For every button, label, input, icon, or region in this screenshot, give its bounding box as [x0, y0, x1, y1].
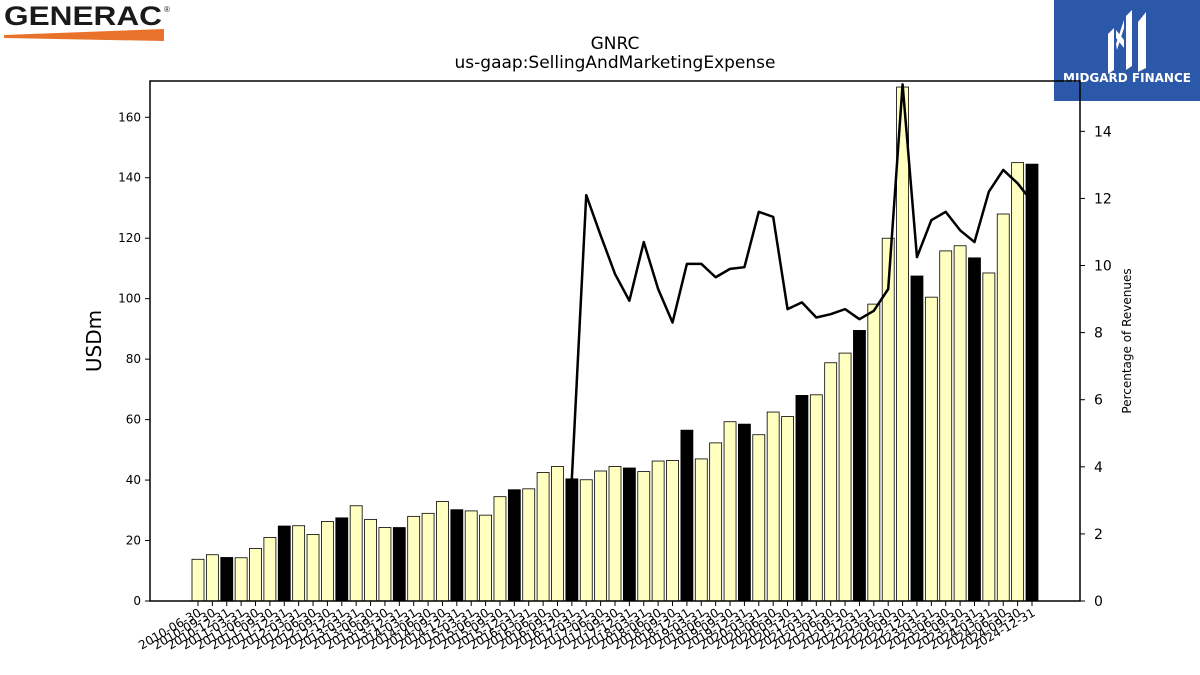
bar — [536, 472, 550, 602]
y2-tick-label: 10 — [1094, 259, 1112, 275]
bar — [1025, 163, 1039, 602]
x-ticks: 2010-06-302010-09-302010-12-312011-03-31… — [136, 601, 1038, 652]
bar — [479, 514, 492, 602]
bar — [680, 429, 694, 602]
bar — [507, 489, 521, 602]
bar — [853, 330, 866, 602]
bar — [249, 547, 262, 602]
bar — [421, 512, 435, 602]
plot-frame — [149, 80, 1081, 602]
bar — [335, 517, 349, 602]
bar — [809, 394, 823, 602]
y-tick-label: 40 — [126, 473, 141, 487]
series-line — [570, 83, 1033, 479]
bar — [838, 352, 852, 602]
bar — [622, 467, 636, 602]
y2-tick-label: 0 — [1094, 594, 1103, 610]
bars-group — [191, 86, 1039, 602]
bar — [939, 250, 953, 602]
generac-logo-text: GENERAC — [4, 1, 162, 31]
bar — [824, 362, 838, 602]
bar — [579, 479, 593, 602]
bar — [522, 488, 536, 602]
y2-ticks: 0 2 4 6 8 10 12 14 — [1080, 124, 1112, 610]
bar — [378, 527, 392, 602]
bar — [982, 272, 996, 602]
y2-tick-label: 2 — [1094, 527, 1103, 543]
y2-tick-label: 6 — [1094, 393, 1103, 409]
bar — [234, 557, 248, 602]
bar — [867, 303, 881, 602]
y-tick-label: 160 — [118, 110, 141, 124]
midgard-finance-logo: MIDGARD FINANCE — [1054, 0, 1200, 101]
bar — [464, 510, 478, 602]
bar — [450, 509, 464, 602]
bar — [781, 416, 794, 602]
y-tick-label: 20 — [126, 534, 141, 548]
midgard-finance-text: MIDGARD FINANCE — [1063, 71, 1191, 85]
bar — [766, 411, 780, 602]
generac-logo: GENERAC ® — [0, 0, 180, 48]
bar — [910, 275, 924, 602]
y2-tick-label: 8 — [1094, 326, 1103, 342]
bar — [306, 534, 320, 602]
bar — [263, 537, 277, 602]
bar — [205, 554, 219, 602]
chart-title: GNRC — [591, 34, 640, 54]
bar — [795, 395, 809, 602]
y-tick-label: 60 — [126, 413, 141, 427]
y-tick-label: 80 — [126, 352, 141, 366]
bar — [738, 423, 751, 602]
bar — [392, 527, 406, 602]
y2-axis-label: Percentage of Revenues — [1120, 268, 1134, 413]
bar — [896, 86, 909, 602]
bar — [651, 460, 665, 602]
bar — [709, 442, 723, 602]
bar — [594, 470, 608, 602]
y-tick-label: 120 — [118, 231, 141, 245]
bar — [277, 525, 291, 602]
bar — [493, 496, 507, 602]
bar — [752, 434, 766, 602]
bar — [666, 460, 679, 602]
y-tick-label: 0 — [133, 594, 141, 608]
bar — [551, 466, 564, 602]
bar — [953, 245, 967, 602]
y2-tick-label: 4 — [1094, 460, 1103, 476]
y-tick-label: 100 — [118, 292, 141, 306]
midgard-m-icon — [1108, 10, 1146, 74]
y-axis-label: USDm — [82, 310, 106, 372]
bar — [565, 478, 579, 602]
line-group — [570, 83, 1033, 479]
y-tick-label: 140 — [118, 171, 141, 185]
bar — [407, 515, 421, 602]
bar — [349, 505, 363, 602]
bar — [881, 237, 895, 602]
bar — [723, 421, 737, 602]
bar — [968, 257, 981, 602]
bar — [694, 458, 708, 602]
bar — [191, 558, 205, 602]
generac-registered-mark: ® — [164, 5, 170, 14]
bar — [364, 518, 377, 602]
generac-orange-swoosh — [4, 29, 164, 41]
y2-tick-label: 12 — [1094, 191, 1112, 207]
bar — [608, 466, 622, 602]
bar — [292, 525, 306, 602]
chart-subtitle: us-gaap:SellingAndMarketingExpense — [455, 53, 776, 73]
bar — [637, 471, 651, 602]
bar — [996, 213, 1010, 602]
y-ticks: 0 20 40 60 80 100 120 140 160 — [118, 110, 150, 608]
bar — [321, 521, 334, 602]
bar — [924, 296, 938, 602]
bar — [1011, 162, 1025, 602]
bar — [220, 557, 234, 602]
bar — [436, 501, 449, 602]
y2-tick-label: 14 — [1094, 124, 1112, 140]
